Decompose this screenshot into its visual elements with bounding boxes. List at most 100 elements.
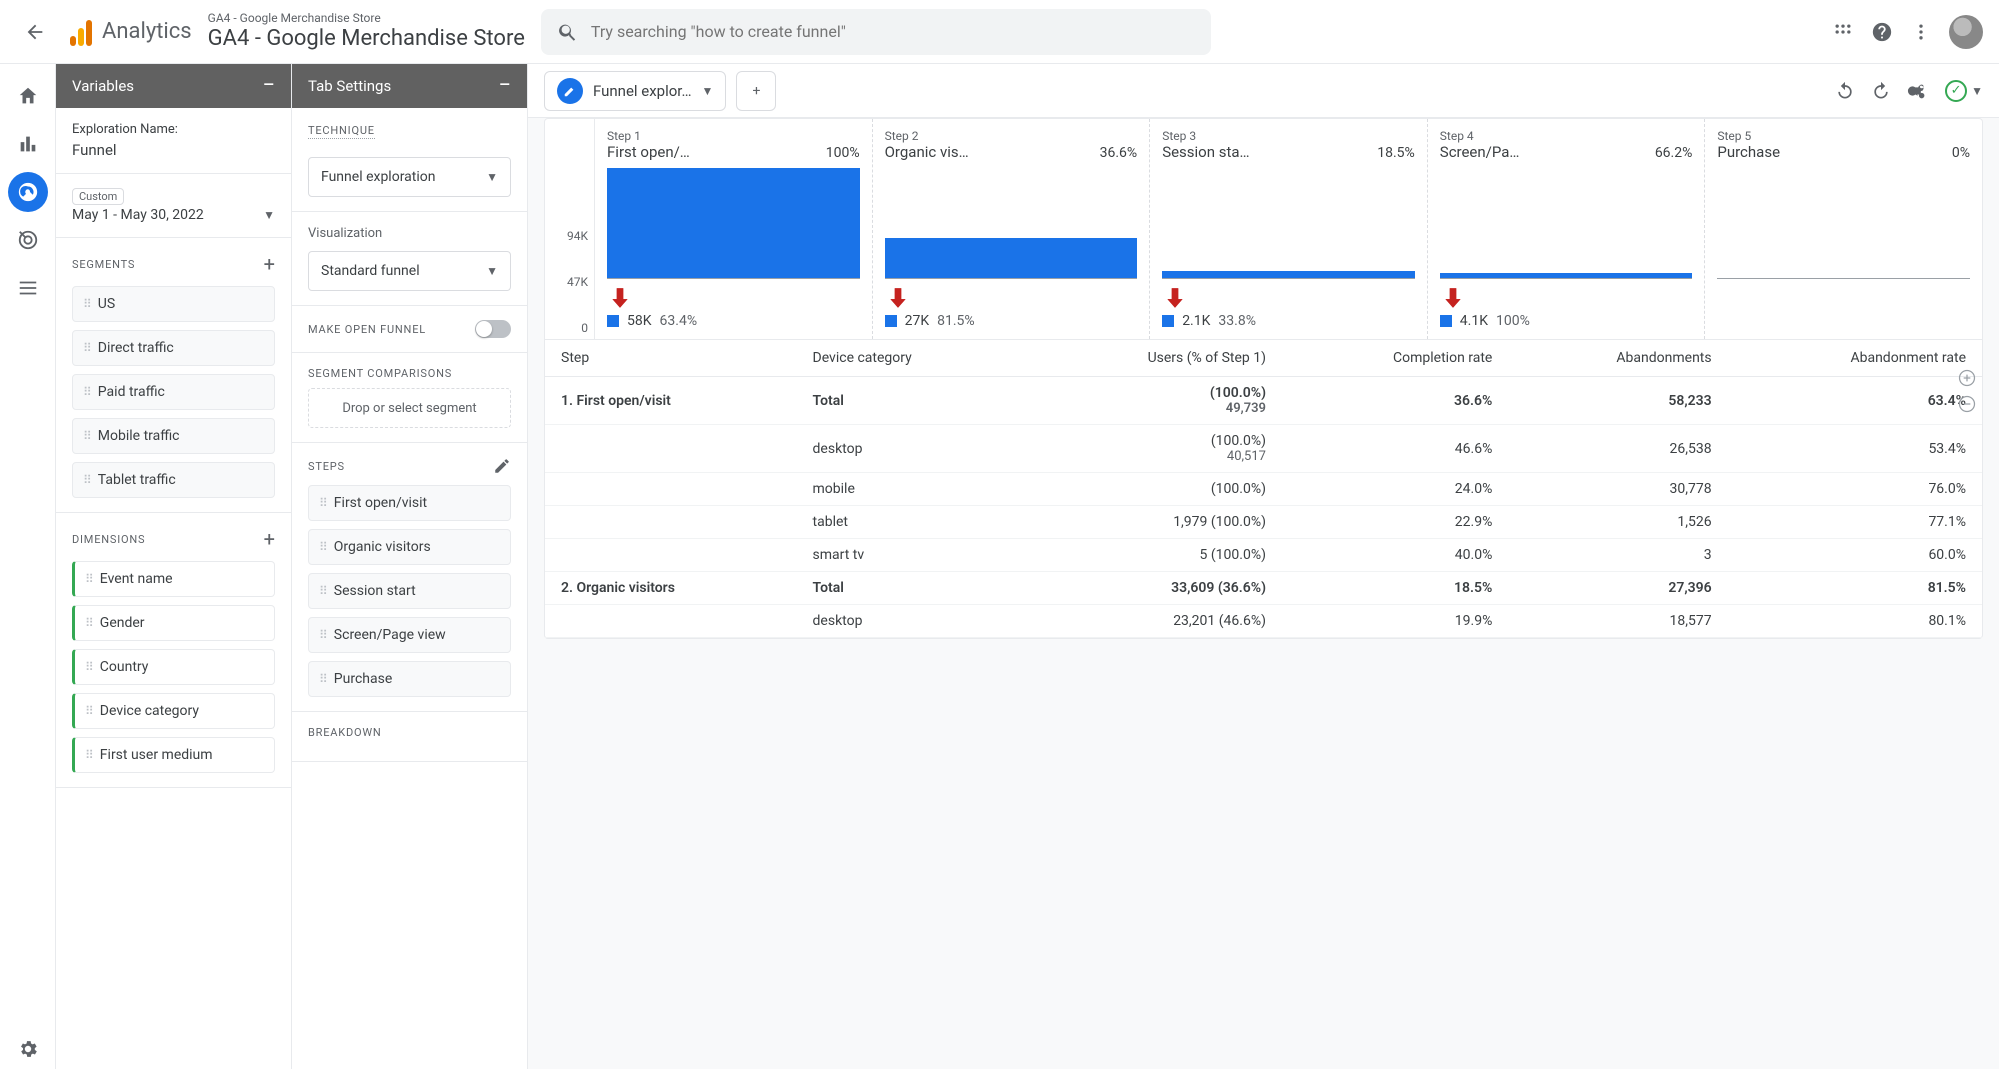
collapse-tabsettings-icon[interactable]: − bbox=[498, 75, 511, 97]
chevron-down-icon: ▼ bbox=[1971, 84, 1983, 98]
drag-grip-icon: ⠿ bbox=[83, 477, 90, 483]
step-footer: 27K 81.5% bbox=[885, 313, 1138, 329]
drag-grip-icon: ⠿ bbox=[319, 588, 326, 594]
table-header-cell[interactable]: Abandonments bbox=[1508, 340, 1727, 377]
drag-grip-icon: ⠿ bbox=[85, 576, 92, 582]
dimension-chip[interactable]: ⠿First user medium bbox=[72, 737, 275, 773]
exploration-tab[interactable]: Funnel explor… ▼ bbox=[544, 71, 726, 111]
bar-area bbox=[1440, 169, 1693, 279]
visualization-label: Visualization bbox=[308, 226, 511, 241]
segment-drop-zone[interactable]: Drop or select segment bbox=[308, 388, 511, 428]
dimension-chip[interactable]: ⠿Gender bbox=[72, 605, 275, 641]
back-arrow-icon[interactable] bbox=[16, 13, 54, 51]
dimension-chip[interactable]: ⠿Device category bbox=[72, 693, 275, 729]
table-row: smart tv 5 (100.0%) 40.0% 3 60.0% bbox=[545, 539, 1982, 572]
steps-label: STEPS bbox=[308, 460, 345, 473]
search-input[interactable] bbox=[591, 22, 1195, 41]
status-indicator[interactable]: ✓ ▼ bbox=[1945, 80, 1983, 102]
segment-chip[interactable]: ⠿Direct traffic bbox=[72, 330, 275, 366]
dimension-chip[interactable]: ⠿Event name bbox=[72, 561, 275, 597]
nav-configure-icon[interactable] bbox=[8, 268, 48, 308]
funnel-y-axis: 94K47K0 bbox=[545, 119, 595, 339]
segment-chip[interactable]: ⠿US bbox=[72, 286, 275, 322]
redo-icon[interactable] bbox=[1871, 81, 1891, 101]
exploration-tabs-bar: Funnel explor… ▼ + ✓ ▼ bbox=[528, 64, 1999, 118]
step-chip[interactable]: ⠿Purchase bbox=[308, 661, 511, 697]
visualization-select[interactable]: Standard funnel ▼ bbox=[308, 251, 511, 291]
cell-abandonments: 30,778 bbox=[1508, 473, 1727, 506]
collapse-variables-icon[interactable]: − bbox=[262, 75, 275, 97]
tab-settings-header: Tab Settings − bbox=[292, 64, 527, 108]
more-vert-icon[interactable] bbox=[1911, 22, 1931, 42]
cell-users: 23,201 (46.6%) bbox=[1023, 605, 1282, 638]
cell-users: (100.0%) bbox=[1023, 473, 1282, 506]
y-tick-label: 0 bbox=[581, 321, 588, 335]
undo-icon[interactable] bbox=[1835, 81, 1855, 101]
add-dimension-icon[interactable]: + bbox=[264, 527, 275, 551]
segment-chip[interactable]: ⠿Paid traffic bbox=[72, 374, 275, 410]
nav-admin-icon[interactable] bbox=[8, 1029, 48, 1069]
nav-reports-icon[interactable] bbox=[8, 124, 48, 164]
step-chip[interactable]: ⠿Screen/Page view bbox=[308, 617, 511, 653]
exploration-name-value[interactable]: Funnel bbox=[72, 141, 275, 159]
top-app-bar: Analytics GA4 - Google Merchandise Store… bbox=[0, 0, 1999, 64]
account-avatar[interactable] bbox=[1949, 15, 1983, 49]
step-head-pct: 0% bbox=[1952, 145, 1970, 161]
cell-users: 5 (100.0%) bbox=[1023, 539, 1282, 572]
tab-settings-title: Tab Settings bbox=[308, 77, 391, 95]
table-header-cell[interactable]: Abandonment rate bbox=[1728, 340, 1982, 377]
chip-label: Country bbox=[100, 659, 149, 675]
topbar-actions bbox=[1833, 15, 1983, 49]
table-header-cell[interactable]: Device category bbox=[797, 340, 1023, 377]
open-funnel-toggle[interactable] bbox=[475, 320, 511, 338]
cell-users: 1,979 (100.0%) bbox=[1023, 506, 1282, 539]
share-icon[interactable] bbox=[1907, 80, 1929, 102]
date-range-section[interactable]: Custom May 1 - May 30, 2022 ▼ bbox=[56, 174, 291, 238]
zoom-out-icon[interactable] bbox=[1957, 394, 1977, 414]
step-head-pct: 18.5% bbox=[1377, 145, 1415, 161]
add-segment-icon[interactable]: + bbox=[264, 252, 275, 276]
step-name: First open/… bbox=[607, 143, 690, 161]
step-chip[interactable]: ⠿Session start bbox=[308, 573, 511, 609]
zoom-in-icon[interactable] bbox=[1957, 368, 1977, 388]
nav-home-icon[interactable] bbox=[8, 76, 48, 116]
add-tab-button[interactable]: + bbox=[736, 71, 776, 111]
chevron-down-icon[interactable]: ▼ bbox=[702, 84, 714, 98]
exploration-name-section: Exploration Name: Funnel bbox=[56, 108, 291, 174]
drop-pct: 33.8% bbox=[1218, 313, 1256, 329]
search-bar[interactable] bbox=[541, 9, 1211, 55]
chip-label: Screen/Page view bbox=[334, 627, 446, 643]
cell-abandonments: 27,396 bbox=[1508, 572, 1727, 605]
chip-label: Tablet traffic bbox=[98, 472, 176, 488]
nav-explore-icon[interactable] bbox=[8, 172, 48, 212]
step-chip[interactable]: ⠿First open/visit bbox=[308, 485, 511, 521]
table-header-cell[interactable]: Users (% of Step 1) bbox=[1023, 340, 1282, 377]
cell-category: tablet bbox=[797, 506, 1023, 539]
table-header-cell[interactable]: Completion rate bbox=[1282, 340, 1508, 377]
technique-select[interactable]: Funnel exploration ▼ bbox=[308, 157, 511, 197]
y-tick-label: 47K bbox=[567, 275, 588, 289]
step-head-pct: 36.6% bbox=[1100, 145, 1138, 161]
edit-steps-icon[interactable] bbox=[493, 457, 511, 475]
segment-chip[interactable]: ⠿ Tablet traffic bbox=[72, 462, 275, 498]
open-funnel-section: MAKE OPEN FUNNEL bbox=[292, 306, 527, 353]
nav-advertising-icon[interactable] bbox=[8, 220, 48, 260]
step-name: Screen/Pa… bbox=[1440, 143, 1520, 161]
dimension-chip[interactable]: ⠿Country bbox=[72, 649, 275, 685]
variables-panel: Variables − Exploration Name: Funnel Cus… bbox=[56, 64, 292, 1069]
segment-chip[interactable]: ⠿Mobile traffic bbox=[72, 418, 275, 454]
help-icon[interactable] bbox=[1871, 21, 1893, 43]
funnel-bar bbox=[1162, 271, 1415, 278]
step-chip[interactable]: ⠿Organic visitors bbox=[308, 529, 511, 565]
variables-panel-header: Variables − bbox=[56, 64, 291, 108]
funnel-bar bbox=[607, 168, 860, 278]
analytics-logo[interactable]: Analytics bbox=[70, 18, 192, 46]
drop-count: 4.1K bbox=[1460, 313, 1488, 329]
drop-count: 2.1K bbox=[1182, 313, 1210, 329]
abandonment-arrow-icon bbox=[607, 285, 860, 311]
apps-icon[interactable] bbox=[1833, 22, 1853, 42]
property-selector[interactable]: GA4 - Google Merchandise Store GA4 - Goo… bbox=[208, 11, 525, 52]
table-header-cell[interactable]: Step bbox=[545, 340, 797, 377]
cell-category: smart tv bbox=[797, 539, 1023, 572]
variables-panel-title: Variables bbox=[72, 77, 134, 95]
